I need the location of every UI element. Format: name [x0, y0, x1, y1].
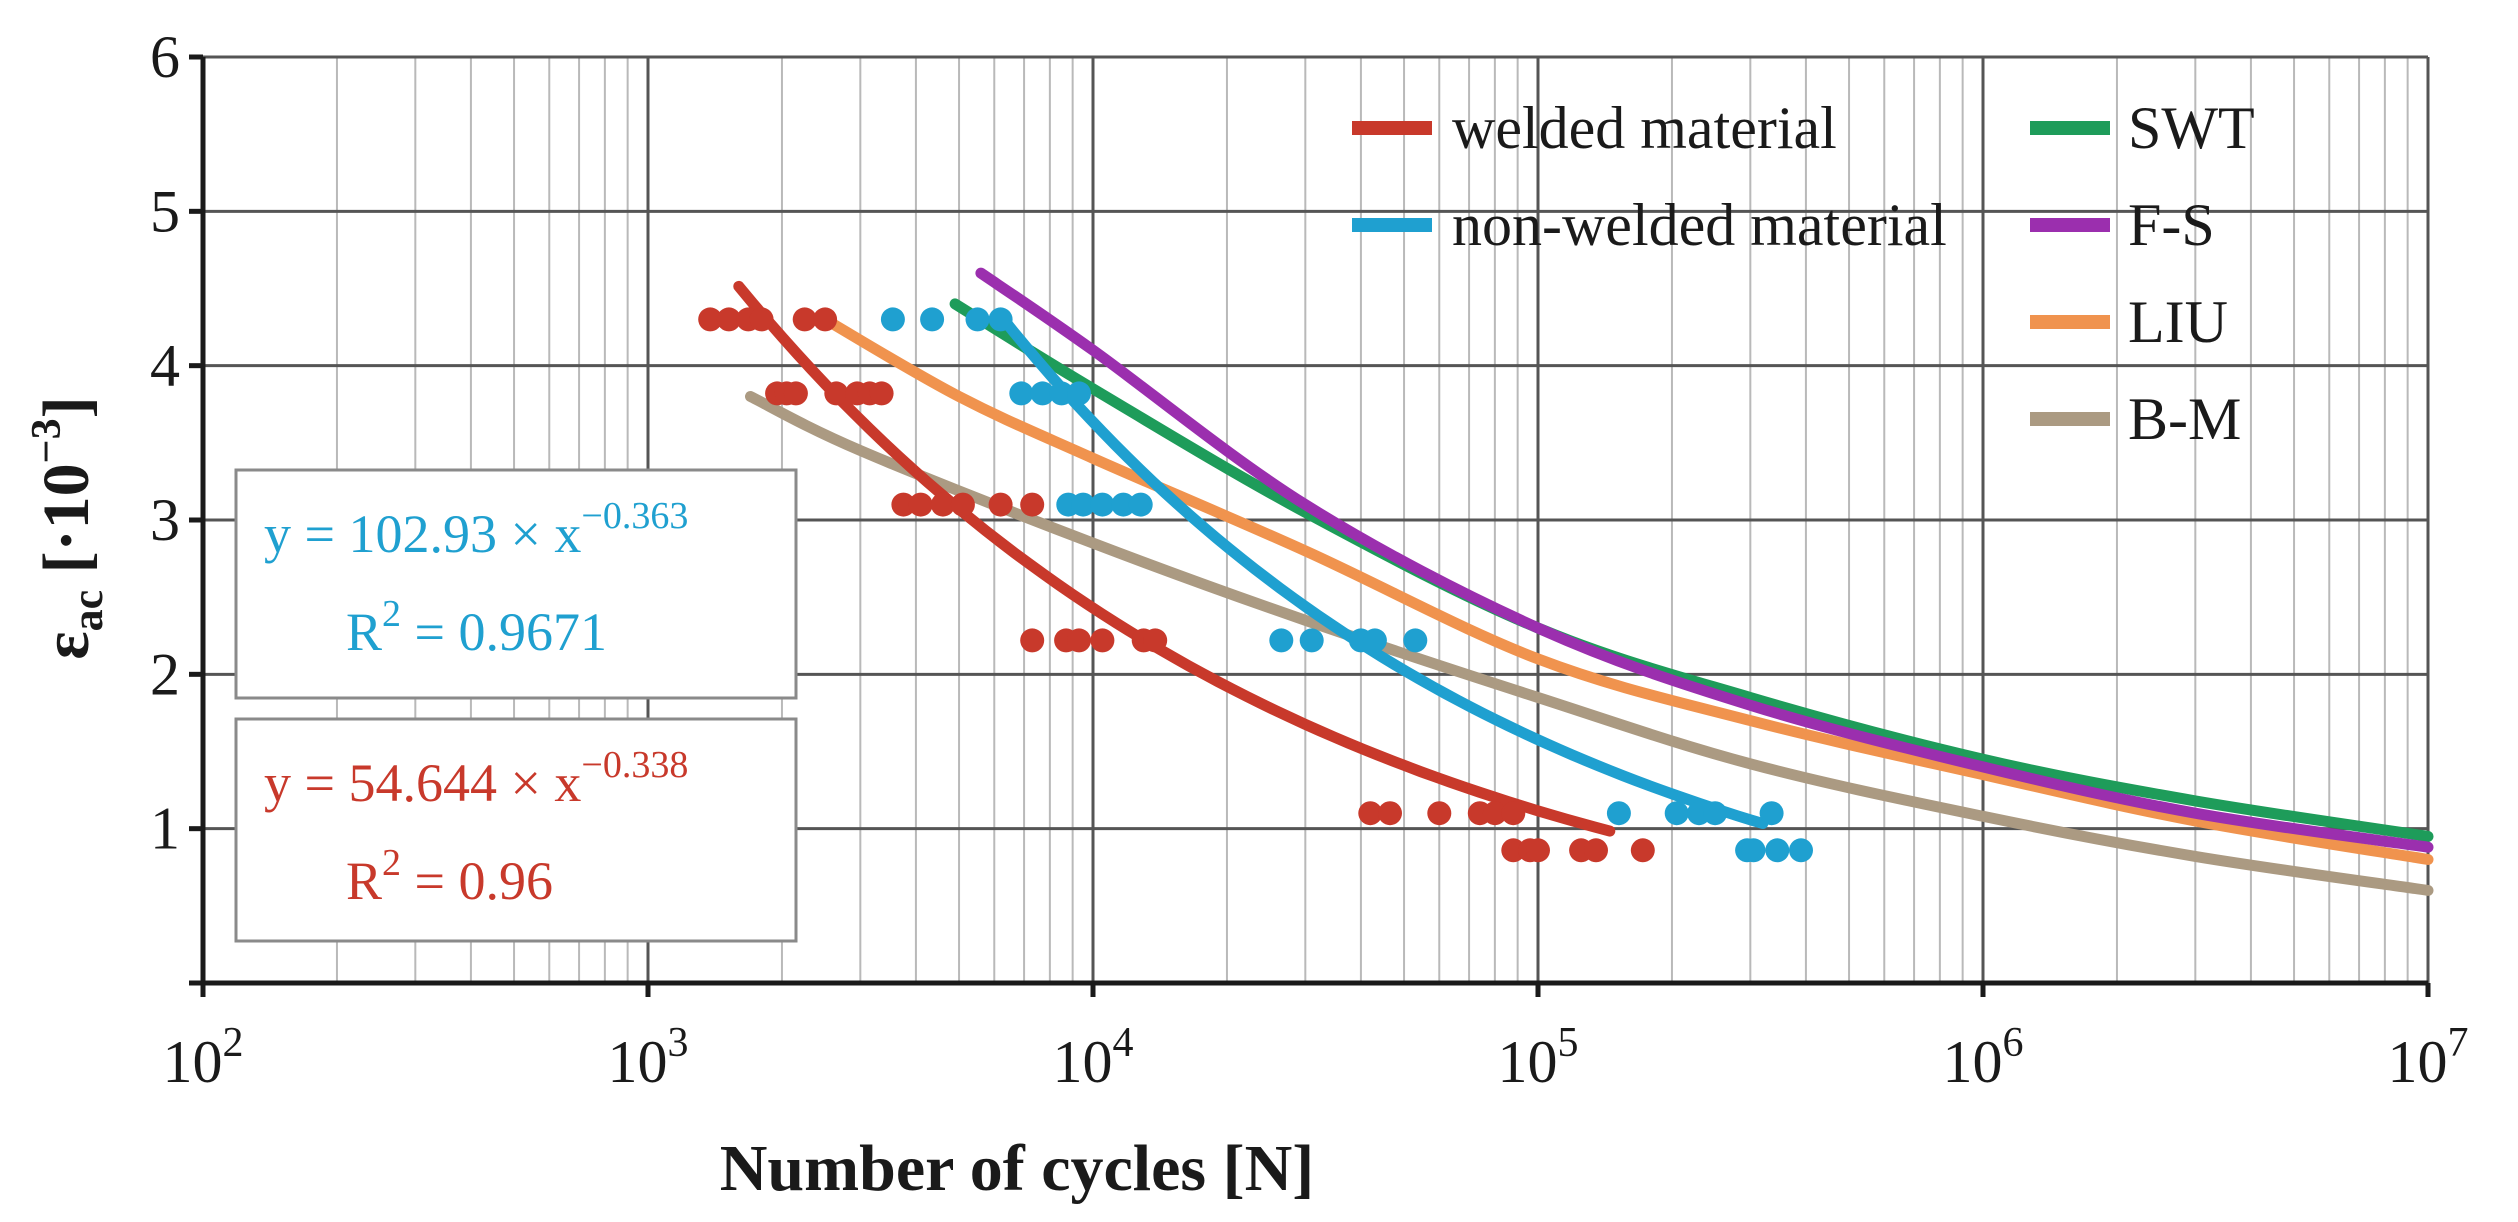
legend-swatch-liu — [2030, 315, 2110, 329]
y-axis-title: εac [·10−3] — [24, 396, 112, 659]
legend-swatch-f-s — [2030, 218, 2110, 232]
data-point-welded-material — [698, 307, 723, 332]
curve-f-s — [975, 267, 2434, 853]
data-point-non-welded-material — [1049, 381, 1074, 406]
legend-label-b-m: B-M — [2128, 386, 2241, 452]
y-tick-label: 1 — [150, 796, 180, 862]
data-point-welded-material — [716, 307, 741, 332]
data-point-welded-material — [1526, 838, 1550, 863]
x-axis-title: Number of cycles [N] — [720, 1132, 1314, 1205]
data-point-non-welded-material — [880, 307, 905, 332]
y-tick-label: 3 — [150, 487, 180, 553]
fit-curve-non-welded-material — [995, 310, 1769, 829]
data-point-welded-material — [869, 381, 894, 406]
non-welded-equation-formula: y = 102.93 × x−0.363 — [264, 495, 688, 564]
x-tick-label: 104 — [1053, 1020, 1134, 1095]
data-point-non-welded-material — [1362, 628, 1387, 653]
data-point-welded-material — [908, 492, 933, 517]
data-point-non-welded-material — [1269, 628, 1294, 653]
data-point-welded-material — [1378, 801, 1402, 826]
data-point-non-welded-material — [1067, 381, 1091, 406]
tick-labels: 102 103 104 105 106 107 1 2 3 4 5 6 — [150, 24, 2469, 1095]
y-tick-label: 6 — [150, 24, 180, 90]
legend-label-swt: SWT — [2128, 95, 2255, 161]
data-point-welded-material — [824, 381, 849, 406]
x-tick-label: 107 — [2388, 1020, 2469, 1095]
data-point-welded-material — [1501, 838, 1526, 863]
legend-swatch-non-welded-material — [1352, 218, 1432, 232]
data-point-welded-material — [891, 492, 916, 517]
legend-label-non-welded-material: non-welded material — [1452, 192, 1947, 258]
data-point-non-welded-material — [1789, 838, 1813, 863]
legend-swatch-b-m — [2030, 412, 2110, 426]
data-point-non-welded-material — [1606, 801, 1631, 826]
data-point-welded-material — [1482, 801, 1507, 826]
data-point-welded-material — [1358, 801, 1383, 826]
legend-swatch-welded-material — [1352, 121, 1432, 135]
legend-label-liu: LIU — [2128, 289, 2228, 355]
x-tick-label: 106 — [1943, 1020, 2024, 1095]
data-point-non-welded-material — [988, 307, 1013, 332]
data-point-welded-material — [930, 492, 955, 517]
data-point-non-welded-material — [920, 307, 945, 332]
data-point-welded-material — [1427, 801, 1452, 826]
y-tick-label: 2 — [150, 641, 180, 707]
data-point-non-welded-material — [1071, 492, 1096, 517]
data-point-non-welded-material — [1128, 492, 1153, 517]
data-point-non-welded-material — [1030, 381, 1055, 406]
y-tick-label: 5 — [150, 178, 180, 244]
data-point-welded-material — [1584, 838, 1608, 863]
y-tick-label: 4 — [150, 333, 180, 399]
data-point-welded-material — [1067, 628, 1091, 653]
non-welded-equation-box — [234, 468, 798, 700]
welded-equation-r-squared: R2 = 0.96 — [346, 842, 553, 911]
legend-label-welded-material: welded material — [1452, 95, 1837, 161]
data-point-welded-material — [950, 492, 975, 517]
data-point-non-welded-material — [1403, 628, 1428, 653]
welded-equation-formula: y = 54.644 × x−0.338 — [264, 744, 688, 813]
data-point-non-welded-material — [1703, 801, 1728, 826]
x-tick-label: 102 — [163, 1020, 244, 1095]
data-point-non-welded-material — [1090, 492, 1115, 517]
data-point-welded-material — [1090, 628, 1115, 653]
data-point-non-welded-material — [965, 307, 990, 332]
data-point-non-welded-material — [1009, 381, 1034, 406]
plot-frame — [189, 54, 2431, 997]
equation-annotations: y = 102.93 × x−0.363 R2 = 0.9671 y = 54.64… — [234, 468, 798, 943]
non-welded-equation-r-squared: R2 = 0.9671 — [346, 593, 607, 662]
data-point-welded-material — [813, 307, 838, 332]
legend-swatch-swt — [2030, 121, 2110, 135]
data-point-non-welded-material — [1765, 838, 1790, 863]
data-point-non-welded-material — [1664, 801, 1689, 826]
data-point-welded-material — [988, 492, 1013, 517]
x-tick-label: 105 — [1498, 1020, 1579, 1095]
data-point-non-welded-material — [1111, 492, 1136, 517]
data-point-welded-material — [783, 381, 808, 406]
data-point-non-welded-material — [1299, 628, 1324, 653]
data-point-welded-material — [1501, 801, 1526, 826]
curve-liu — [819, 313, 2434, 865]
data-point-welded-material — [1020, 628, 1045, 653]
legend-label-f-s: F-S — [2128, 192, 2215, 258]
data-point-welded-material — [749, 307, 774, 332]
data-point-welded-material — [1630, 838, 1655, 863]
data-points — [698, 307, 1813, 863]
data-point-welded-material — [792, 307, 817, 332]
x-tick-label: 103 — [608, 1020, 689, 1095]
data-point-non-welded-material — [1759, 801, 1784, 826]
data-point-non-welded-material — [1741, 838, 1766, 863]
data-point-welded-material — [1020, 492, 1045, 517]
data-point-welded-material — [1143, 628, 1168, 653]
legend: welded material non-welded material SWT F-S… — [1352, 95, 2255, 452]
fit-curve-welded-material — [733, 280, 1616, 837]
welded-equation-box — [234, 717, 798, 943]
